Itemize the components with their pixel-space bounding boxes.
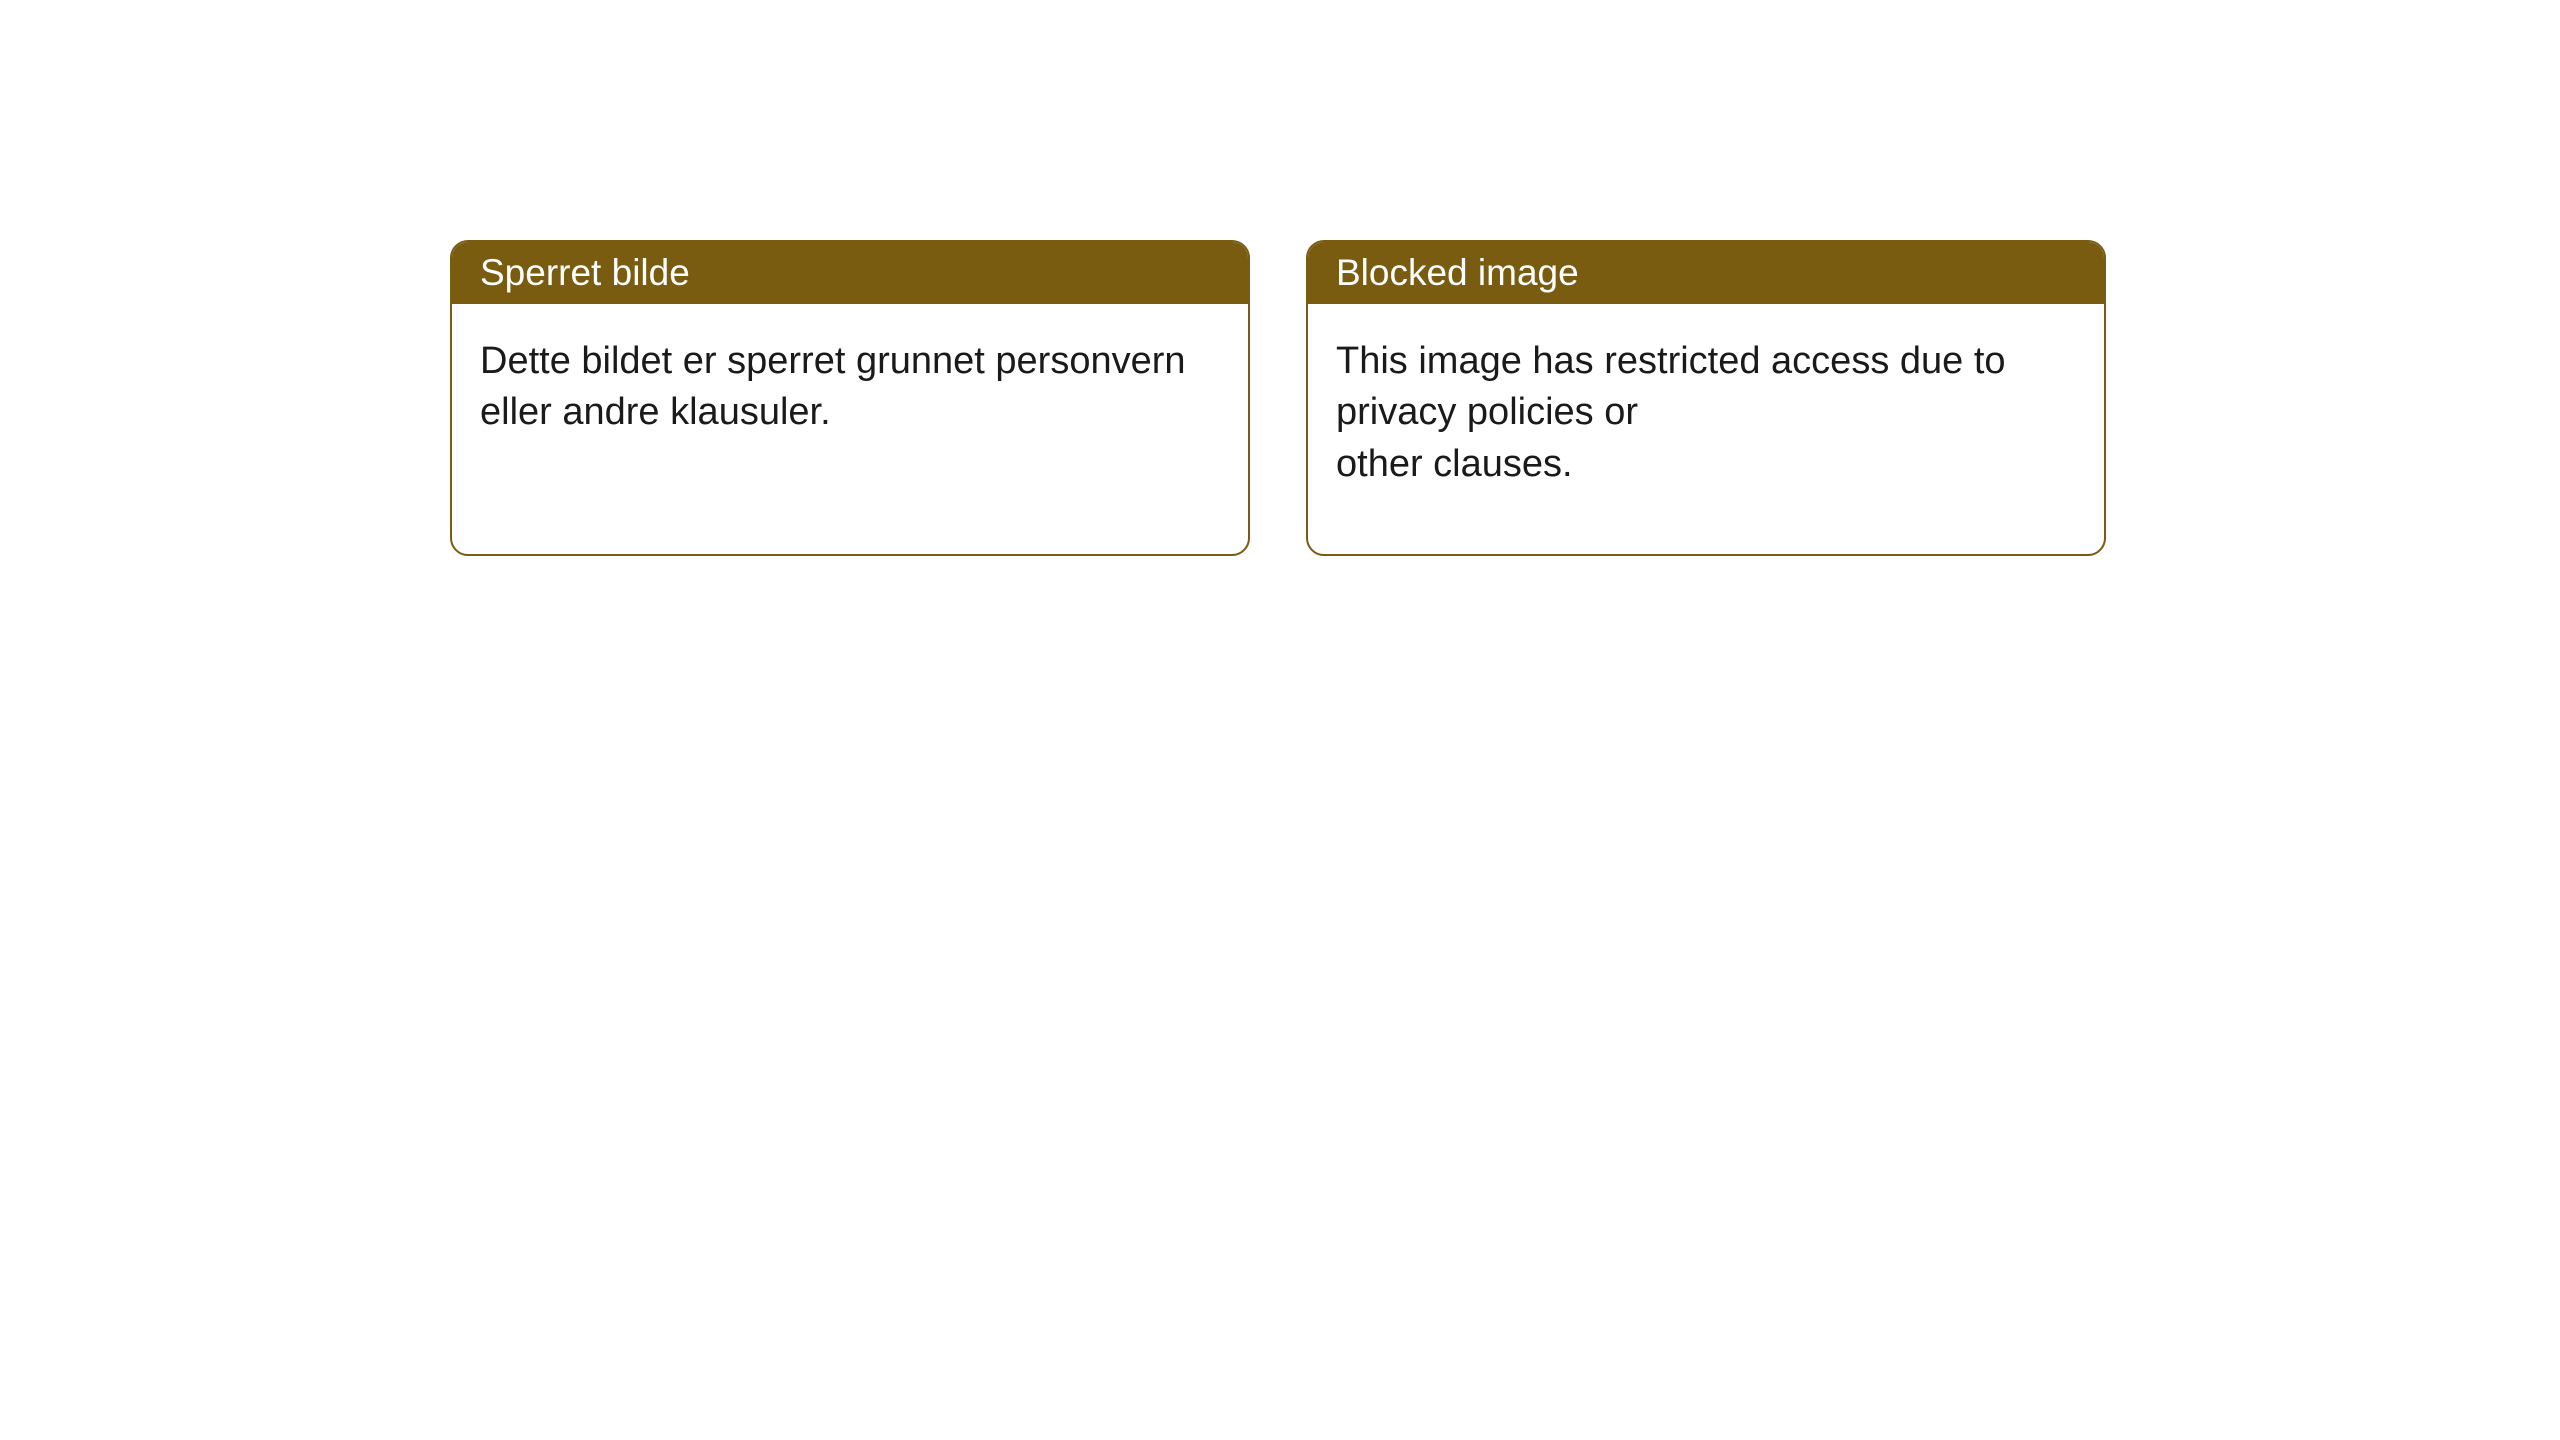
- card-message: This image has restricted access due to …: [1336, 336, 2076, 490]
- card-title: Sperret bilde: [480, 252, 690, 293]
- notice-container: Sperret bilde Dette bildet er sperret gr…: [450, 240, 2106, 556]
- card-body: This image has restricted access due to …: [1308, 304, 2104, 554]
- notice-card-norwegian: Sperret bilde Dette bildet er sperret gr…: [450, 240, 1250, 556]
- card-title: Blocked image: [1336, 252, 1579, 293]
- card-message: Dette bildet er sperret grunnet personve…: [480, 336, 1220, 439]
- card-header: Sperret bilde: [452, 242, 1248, 304]
- card-header: Blocked image: [1308, 242, 2104, 304]
- card-body: Dette bildet er sperret grunnet personve…: [452, 304, 1248, 554]
- notice-card-english: Blocked image This image has restricted …: [1306, 240, 2106, 556]
